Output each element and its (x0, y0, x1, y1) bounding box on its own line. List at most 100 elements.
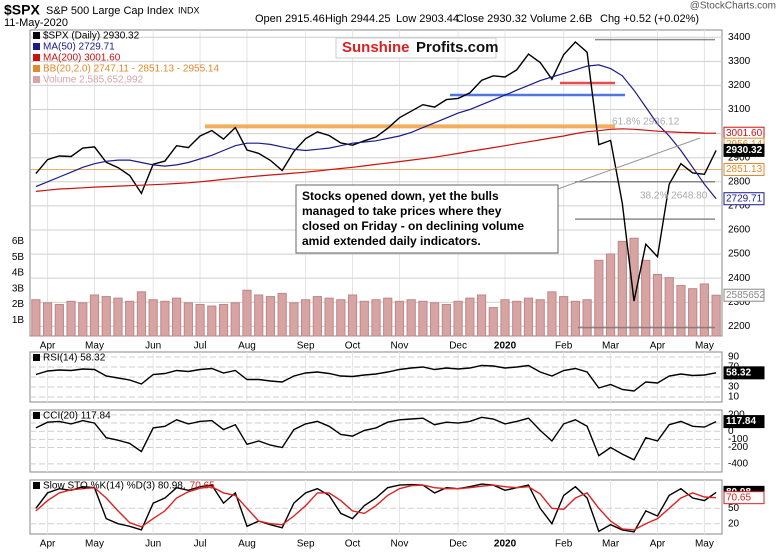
x-tick-label: Nov (391, 341, 409, 352)
x-tick-label: Jun (145, 341, 161, 352)
y-tick-label: 50 (728, 503, 740, 514)
panel-title: Slow STO %K(14) %D(3) 80.98, (43, 481, 186, 492)
panel-title: RSI(14) 58.32 (43, 353, 106, 364)
annotation-pointer (554, 137, 701, 191)
volume-bar (617, 240, 627, 337)
series-line (35, 64, 717, 200)
volume-bar (582, 299, 592, 337)
legend-entry: BB(20,2.0) 2747.11 - 2851.13 - 2955.14 (43, 64, 219, 75)
x-tick-label: 2020 (494, 539, 517, 550)
volume-bar (476, 294, 487, 337)
y-tick-label: 3100 (728, 104, 751, 115)
annotation-line: closed on Friday - on declining volume (302, 219, 524, 233)
x-tick-label: Dec (449, 341, 467, 352)
volume-bar (54, 303, 64, 337)
y2-tick-label: 3B (12, 283, 25, 294)
volume-bar (523, 297, 534, 337)
value-tag-label: 70.65 (726, 492, 751, 503)
x-tick-label: Apr (40, 341, 56, 352)
y2-tick-label: 5B (12, 252, 25, 263)
legend-swatch (33, 354, 40, 361)
volume-bar (66, 300, 76, 337)
volume-bar (547, 291, 557, 337)
value-tag-label: 2851.13 (726, 164, 763, 175)
panel (29, 479, 723, 535)
y-tick-label: 2500 (728, 249, 751, 260)
y-tick-label: 3200 (728, 80, 751, 91)
volume-bar (125, 300, 135, 337)
y-tick-label: 2900 (728, 152, 751, 163)
y-tick-label: 20 (728, 518, 740, 529)
y-tick-label: 200 (728, 410, 745, 421)
volume-bar (629, 237, 639, 337)
x-tick-label: May (85, 341, 104, 352)
y-tick-label: -400 (728, 458, 748, 469)
volume-bar (347, 294, 358, 337)
volume-bar (148, 299, 158, 337)
y-tick-label: 2400 (728, 273, 751, 284)
index-name: S&P 500 Large Cap Index (46, 5, 174, 17)
volume-bar (312, 296, 322, 337)
volume-bar (570, 300, 580, 337)
volume-bar (453, 300, 463, 337)
fib-label: 38.2% 2648.80 (640, 191, 708, 202)
volume-bar (359, 300, 369, 337)
volume-bar (160, 300, 170, 337)
x-tick-label: Mar (602, 539, 620, 550)
legend-entry: $SPX (Daily) 2930.32 (43, 31, 140, 42)
volume-bar (500, 299, 510, 337)
y2-tick-label: 4B (12, 268, 25, 279)
value-tag-label: 2930.32 (726, 145, 763, 156)
legend-swatch (33, 32, 40, 39)
x-tick-label: Apr (650, 341, 666, 352)
y-tick-label: 2200 (728, 321, 751, 332)
legend-entry: MA(50) 2729.71 (43, 42, 115, 53)
watermark: @StockCharts.com (690, 1, 776, 12)
volume-bar (652, 273, 663, 337)
value-tag-label: 58.32 (726, 367, 751, 378)
value-tag (723, 415, 765, 429)
x-tick-label: Apr (40, 539, 56, 550)
value-tag (723, 288, 765, 302)
volume-bar (559, 296, 569, 337)
value-tag (723, 143, 765, 157)
y-tick-label: 0 (728, 426, 734, 437)
y-tick-label: 10 (728, 392, 740, 403)
x-tick-label: Feb (555, 539, 573, 550)
x-tick-label: Sep (297, 341, 315, 352)
volume-bar (594, 259, 604, 337)
y2-tick-label: 6B (12, 236, 25, 247)
x-tick-label: Dec (449, 539, 467, 550)
x-tick-label: Feb (555, 341, 573, 352)
volume-bar (89, 294, 100, 337)
volume-bar (207, 305, 217, 337)
series-line (35, 484, 717, 531)
value-tag-label: 2729.71 (726, 193, 763, 204)
series-line (35, 364, 717, 392)
legend-swatch (33, 54, 40, 61)
legend-swatch (33, 412, 40, 419)
x-tick-label: Aug (238, 539, 256, 550)
exchange: INDX (178, 5, 200, 15)
volume-bar (406, 299, 416, 337)
y-tick-label: 3400 (728, 32, 751, 43)
volume-bar (641, 259, 651, 337)
quote-item: Close 2930.32 (456, 13, 527, 25)
panel (29, 409, 723, 473)
quote-item: Volume 2.6B (530, 13, 592, 25)
x-tick-label: Nov (391, 539, 409, 550)
volume-bar (324, 297, 334, 337)
volume-bar (101, 296, 111, 337)
series-line (35, 416, 717, 461)
volume-bar (242, 289, 252, 337)
series-line (35, 483, 717, 533)
volume-bar (430, 302, 440, 337)
value-tag-label: 2585652 (726, 290, 765, 301)
volume-bar (605, 253, 616, 337)
fib-label: 61.8% 2936.12 (612, 117, 680, 128)
y2-tick-label: 1B (12, 315, 25, 326)
annotation-box (295, 184, 559, 254)
volume-bar (371, 299, 381, 337)
quote-item: High 2944.25 (325, 13, 390, 25)
